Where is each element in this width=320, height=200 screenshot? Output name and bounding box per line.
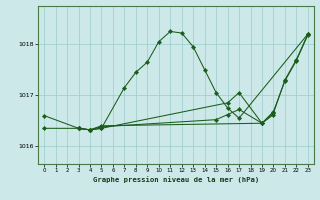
X-axis label: Graphe pression niveau de la mer (hPa): Graphe pression niveau de la mer (hPa): [93, 176, 259, 183]
